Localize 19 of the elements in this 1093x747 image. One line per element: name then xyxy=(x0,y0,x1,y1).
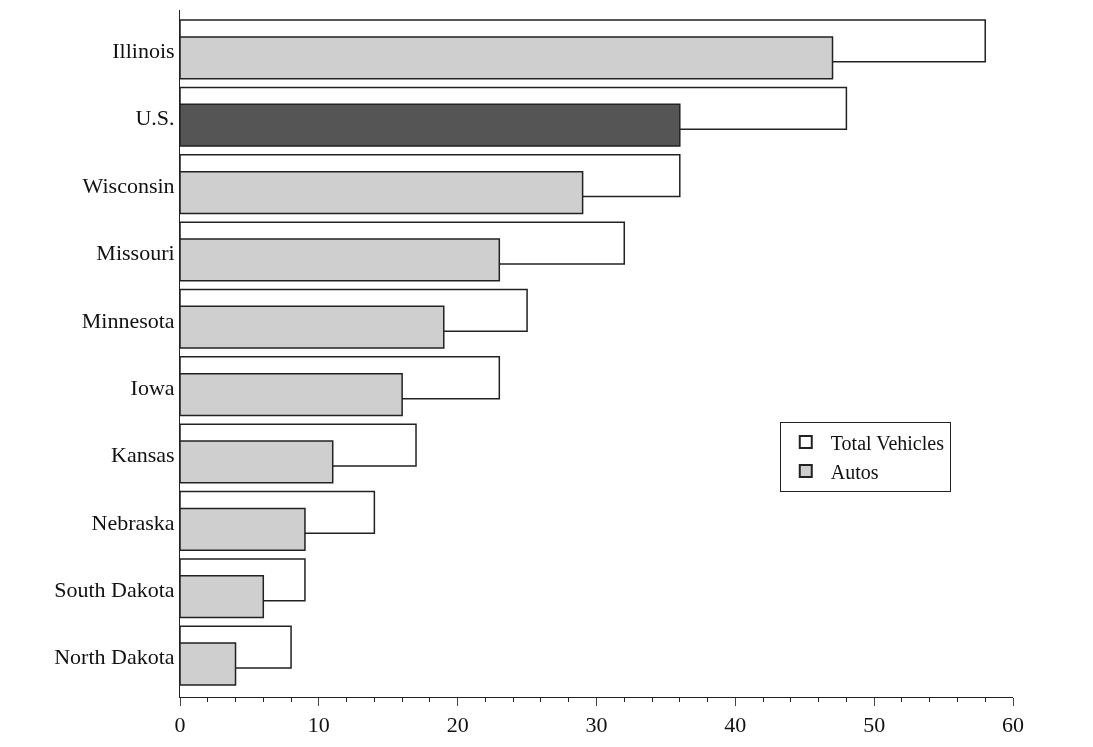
y-tick-label: Kansas xyxy=(111,442,175,468)
x-tick-label: 20 xyxy=(446,712,469,738)
y-tick-label: Nebraska xyxy=(91,509,175,535)
x-tick-label: 60 xyxy=(1002,712,1024,738)
legend-label: Autos xyxy=(830,460,879,483)
x-tick-label: 30 xyxy=(585,712,608,738)
x-tick-label: 10 xyxy=(307,712,330,738)
y-tick-label: Minnesota xyxy=(81,307,175,333)
y-tick-label: U.S. xyxy=(135,105,175,131)
y-tick-label: South Dakota xyxy=(54,576,175,602)
y-tick-label: Iowa xyxy=(130,374,175,400)
x-tick-label: 40 xyxy=(724,712,747,738)
legend-label: Total Vehicles xyxy=(830,431,945,454)
y-tick-label: Wisconsin xyxy=(82,172,175,198)
y-tick-label: Illinois xyxy=(112,38,175,64)
x-tick-label: 0 xyxy=(174,712,186,738)
x-tick-label: 50 xyxy=(863,712,886,738)
y-tick-label: North Dakota xyxy=(54,644,175,670)
y-tick-label: Missouri xyxy=(96,240,175,266)
